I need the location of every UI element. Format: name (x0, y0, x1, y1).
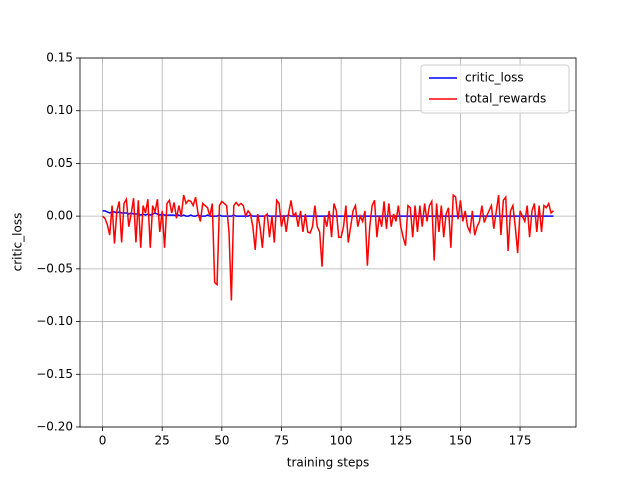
y-axis-label: critic_loss (11, 213, 25, 272)
plot-frame (79, 57, 577, 428)
x-axis-label: training steps (287, 456, 370, 470)
x-tick-label: 75 (274, 434, 289, 448)
x-tick-label: 0 (99, 434, 107, 448)
y-tick-label: −0.20 (36, 420, 73, 434)
y-tick-label: −0.05 (36, 261, 73, 275)
legend-label: total_rewards (465, 92, 546, 106)
x-tick-label: 125 (389, 434, 412, 448)
y-tick-label: 0.00 (46, 209, 73, 223)
y-tick-label: −0.10 (36, 314, 73, 328)
y-tick-label: −0.15 (36, 367, 73, 381)
x-tick-label: 25 (155, 434, 170, 448)
x-tick-label: 100 (330, 434, 353, 448)
x-tick-label: 175 (509, 434, 532, 448)
y-tick-label: 0.05 (46, 156, 73, 170)
line-series (102, 193, 554, 301)
legend-label: critic_loss (465, 71, 524, 85)
legend-box (420, 64, 570, 114)
y-tick-label: 0.10 (46, 103, 73, 117)
x-tick-label: 50 (214, 434, 229, 448)
x-tick-label: 150 (449, 434, 472, 448)
y-tick-label: 0.15 (46, 51, 73, 65)
